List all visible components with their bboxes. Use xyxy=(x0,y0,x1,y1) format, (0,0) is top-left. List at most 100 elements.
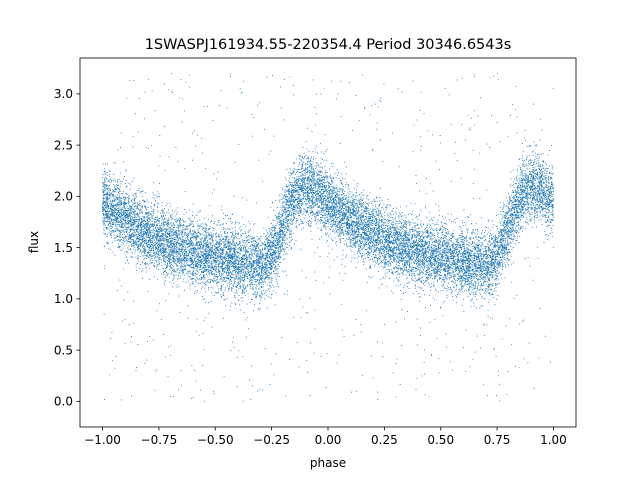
data-point xyxy=(460,258,462,260)
data-point xyxy=(499,242,501,243)
data-point xyxy=(216,284,218,286)
data-point xyxy=(225,236,227,238)
data-point xyxy=(438,357,440,359)
data-point xyxy=(157,264,159,266)
data-point xyxy=(426,267,428,268)
data-point xyxy=(256,244,258,246)
data-point xyxy=(125,235,127,237)
data-point xyxy=(446,276,448,277)
data-point xyxy=(370,267,371,269)
data-point xyxy=(264,245,266,247)
data-point xyxy=(162,255,164,257)
data-point xyxy=(430,238,431,240)
data-point xyxy=(114,185,116,187)
data-point xyxy=(118,201,120,203)
data-point xyxy=(298,189,300,191)
data-point xyxy=(301,180,303,182)
data-point xyxy=(546,189,548,191)
data-point xyxy=(261,268,263,270)
data-point xyxy=(473,265,475,267)
data-point xyxy=(388,240,389,241)
data-point xyxy=(339,231,341,233)
data-point xyxy=(462,276,464,278)
data-point xyxy=(273,239,275,241)
data-point xyxy=(234,256,236,258)
data-point xyxy=(357,182,359,184)
data-point xyxy=(544,195,546,197)
data-point xyxy=(174,260,176,262)
data-point xyxy=(342,191,344,193)
data-point xyxy=(134,226,136,228)
data-point xyxy=(417,231,419,233)
data-point xyxy=(367,228,369,229)
data-point xyxy=(298,191,300,193)
data-point xyxy=(402,236,404,238)
data-point xyxy=(265,295,267,297)
data-point xyxy=(211,248,213,250)
data-point xyxy=(127,216,129,218)
data-point xyxy=(442,290,444,292)
data-point xyxy=(258,159,260,161)
data-point xyxy=(481,268,483,270)
data-point xyxy=(215,236,217,238)
data-point xyxy=(138,240,140,242)
data-point xyxy=(237,283,239,285)
data-point xyxy=(434,260,436,262)
data-point xyxy=(405,217,407,219)
data-point xyxy=(335,207,337,209)
data-point xyxy=(156,217,158,219)
data-point xyxy=(362,229,364,231)
data-point xyxy=(415,248,416,250)
data-point xyxy=(190,264,192,266)
data-point xyxy=(307,169,309,171)
data-point xyxy=(552,216,554,218)
data-point xyxy=(329,213,331,215)
data-point xyxy=(191,267,193,268)
data-point xyxy=(224,241,226,243)
data-point xyxy=(397,244,399,246)
data-point xyxy=(326,159,328,161)
data-point xyxy=(464,249,465,251)
data-point xyxy=(260,296,262,298)
data-point xyxy=(486,266,488,268)
data-point xyxy=(121,221,123,222)
data-point xyxy=(428,232,430,234)
data-point xyxy=(393,273,394,275)
data-point xyxy=(277,217,279,219)
data-point xyxy=(134,231,135,233)
data-point xyxy=(418,228,419,229)
data-point xyxy=(183,224,185,226)
data-point xyxy=(369,243,371,245)
data-point xyxy=(461,282,462,284)
data-point xyxy=(414,229,416,231)
data-point xyxy=(433,260,435,262)
data-point xyxy=(440,237,442,239)
data-point xyxy=(361,256,363,258)
data-point xyxy=(469,237,471,239)
data-point xyxy=(251,241,253,243)
data-point xyxy=(552,207,554,209)
data-point xyxy=(262,265,264,267)
data-point xyxy=(425,261,427,263)
data-point xyxy=(512,220,514,222)
data-point xyxy=(300,208,302,210)
data-point xyxy=(485,253,487,255)
data-point xyxy=(411,254,413,256)
data-point xyxy=(552,210,553,212)
data-point xyxy=(527,203,529,205)
data-point xyxy=(347,202,348,204)
data-point xyxy=(547,219,549,221)
data-point xyxy=(397,238,399,240)
data-point xyxy=(497,278,499,280)
data-point xyxy=(225,281,227,282)
data-point xyxy=(231,235,233,237)
data-point xyxy=(526,191,528,193)
data-point xyxy=(457,268,459,270)
data-point xyxy=(371,210,372,212)
data-point xyxy=(320,175,322,177)
data-point xyxy=(221,275,223,277)
data-point xyxy=(359,251,361,253)
data-point xyxy=(182,280,184,282)
data-point xyxy=(264,293,266,295)
data-point xyxy=(309,165,311,167)
